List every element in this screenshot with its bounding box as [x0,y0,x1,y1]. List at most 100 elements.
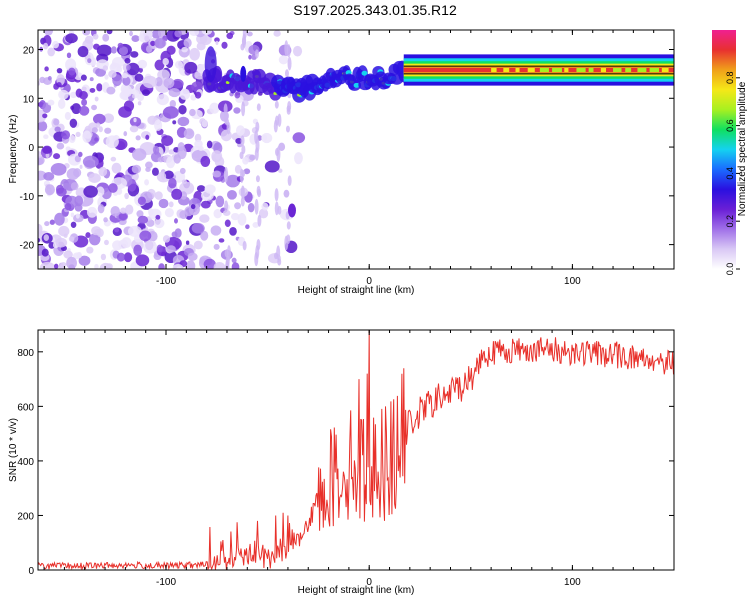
snr-x-tick-label: -100 [156,577,176,588]
spectrogram-noise-blob [227,190,237,200]
spectrogram-x-label: Height of straight line (km) [298,285,415,296]
spectrogram-noise-blob [135,135,141,141]
spectrogram-noise-blob [137,101,142,106]
spectrogram-noise-blob [122,76,131,86]
spectrogram-noise-blob [127,225,142,237]
spectrogram-noise-blob [169,100,176,108]
spectrogram-noise-blob [96,44,112,57]
spectrogram-noise-blob [94,96,99,102]
spectrogram-noise-blob [252,222,260,228]
spectrogram-noise-blob [118,212,128,221]
spectrogram-noise-blob [70,212,75,218]
spectrogram-noise-blob [200,200,211,209]
spectrogram-noise-blob [56,142,65,150]
spectrogram-noise-blob [142,75,158,89]
spectrogram-ridge-patch [600,67,607,72]
spectrogram-noise-blob [38,223,43,235]
spectrogram-noise-blob [43,42,49,50]
spectrogram-noise-blob [118,239,128,250]
spectrogram-noise-blob [233,107,241,114]
spectrogram-noise-blob [141,89,150,97]
spectrogram-noise-blob [189,30,200,36]
spectrogram-noise-blob [185,240,190,245]
spectrogram-noise-blob [70,221,77,228]
spectrogram-noise-blob [44,66,49,72]
spectrogram-noise-blob [53,118,60,126]
snr-y-label: SNR (10 * v/v) [8,418,19,482]
spectrogram-noise-blob [245,224,250,230]
spectrogram-noise-blob [43,30,53,36]
spectrogram-streak [240,43,245,51]
spectrogram-noise-blob [174,30,183,38]
spectrogram-noise-blob [74,155,81,163]
spectrogram-noise-blob [154,191,163,200]
spectrogram-streak [256,238,261,251]
spectrogram-noise-blob [213,261,226,269]
spectrogram-noise-blob [179,210,188,220]
spectrogram-noise-blob [206,140,213,149]
spectrogram-noise-blob [66,256,77,269]
spectrogram-noise-blob [129,125,139,133]
spectrogram-noise-blob [69,91,78,99]
colorbar-tick-label: 0.4 [725,167,735,180]
spectrogram-noise-blob [39,261,56,269]
spectrogram-noise-blob [145,240,154,251]
spectrogram-noise-blob [105,135,119,149]
spectrogram-noise-blob [177,146,187,160]
snr-panel: -100 0 100 0 200 400 600 800 Height of straight… [8,329,675,596]
spectrogram-noise-blob [132,148,147,161]
spectrogram-noise-blob [68,135,76,144]
spectrogram-noise-blob [38,237,41,243]
spectrogram-streak [274,115,279,126]
spectrogram-y-tick-label: -10 [20,192,35,203]
spectrogram-noise-blob [95,67,107,77]
spectrogram-noise-blob [104,74,109,80]
spectrogram-noise-blobs [38,30,306,269]
spectrogram-noise-blob [189,47,200,61]
spectrogram-noise-blob [73,168,82,178]
spectrogram-noise-blob [193,240,203,250]
spectrogram-noise-blob [211,153,222,163]
spectrogram-noise-blob [65,146,71,152]
spectrogram-noise-blob [163,170,174,180]
spectrogram-noise-blob [64,202,72,211]
spectrogram-noise-blob [189,108,196,117]
spectrogram-noise-blob [154,119,163,131]
spectrogram-noise-blob [234,202,242,210]
spectrogram-noise-blob [43,172,55,181]
spectrogram-ridge-patch [625,67,632,72]
spectrogram-noise-blob [85,232,91,239]
colorbar-tick-label: 0.2 [725,215,735,228]
spectrogram-noise-blob [126,64,131,71]
spectrogram-x-tick-label: 0 [366,276,372,287]
spectrogram-noise-blob [179,167,186,175]
spectrogram-noise-blob [63,250,73,259]
spectrogram-streak [273,252,278,260]
spectrogram-noise-blob [79,91,88,100]
spectrogram-noise-blob [137,196,146,206]
colorbar: 0.0 0.2 0.4 0.6 0.8 Normalized spectral ampl… [712,30,748,275]
spectrogram-noise-blob [150,40,156,47]
spectrogram-noise-blob [192,197,198,205]
spectrogram-noise-blob [249,154,256,161]
spectrogram-noise-blob [61,130,71,140]
spectrogram-noise-blob [111,162,122,174]
spectrogram-noise-blob [117,42,124,49]
spectrogram-noise-blob [118,46,129,56]
spectrogram-ridge-hot [361,70,368,76]
spectrogram-noise-blob [77,151,83,158]
spectrogram-streak [240,196,245,207]
spectrogram-streak [224,166,229,183]
spectrogram-noise-blob [139,230,152,242]
spectrogram-noise-blob [161,172,167,181]
spectrogram-noise-blob [105,263,113,269]
spectrogram-streak [242,30,247,39]
spectrogram-streak [241,144,246,155]
spectrogram-noise-blob [248,54,252,60]
spectrogram-noise-blob [108,70,117,78]
spectrogram-streak [277,258,282,266]
spectrogram-noise-blob [97,204,105,214]
spectrogram-noise-blob [151,167,159,176]
spectrogram-noise-blob [213,243,220,250]
